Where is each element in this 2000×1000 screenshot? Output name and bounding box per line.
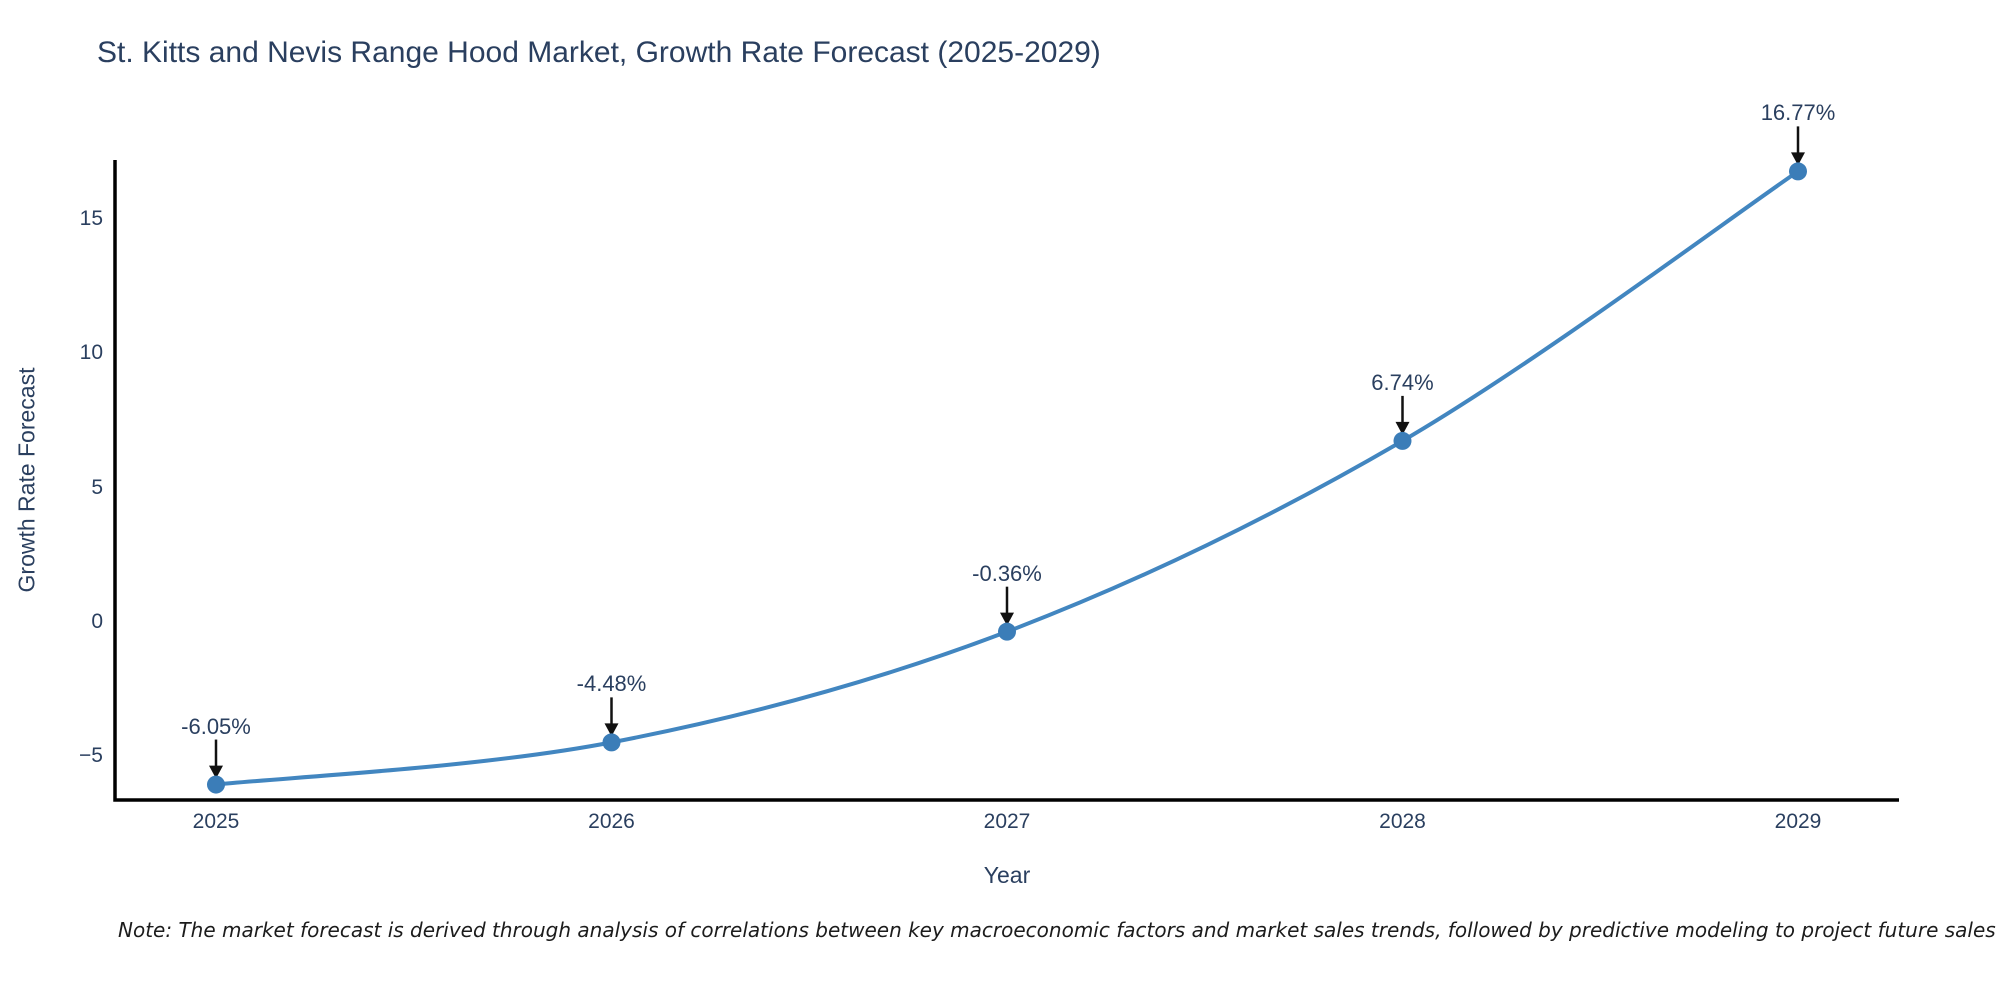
x-tick-label: 2028 xyxy=(1379,810,1426,833)
y-tick-label: 5 xyxy=(91,475,103,499)
x-tick-label: 2025 xyxy=(192,810,240,833)
y-tick-label: 15 xyxy=(79,206,103,230)
point-annotation: 16.77% xyxy=(1760,100,1836,126)
point-annotation: -4.48% xyxy=(576,671,647,697)
y-tick-label: −5 xyxy=(79,744,103,768)
point-annotation: -6.05% xyxy=(181,713,251,739)
x-tick-label: 2027 xyxy=(983,810,1031,833)
y-tick-label: 10 xyxy=(79,341,103,365)
point-annotation: -0.36% xyxy=(972,560,1042,586)
chart-title: St. Kitts and Nevis Range Hood Market, G… xyxy=(97,36,1101,69)
footnote: Note: The market forecast is derived thr… xyxy=(118,918,1996,942)
x-axis-title: Year xyxy=(983,862,1031,888)
x-tick-label: 2029 xyxy=(1774,810,1822,833)
y-tick-label: 0 xyxy=(91,610,103,633)
x-tick-label: 2026 xyxy=(588,810,635,833)
point-annotation: 6.74% xyxy=(1371,369,1434,395)
y-axis-title: Growth Rate Forecast xyxy=(13,367,40,593)
